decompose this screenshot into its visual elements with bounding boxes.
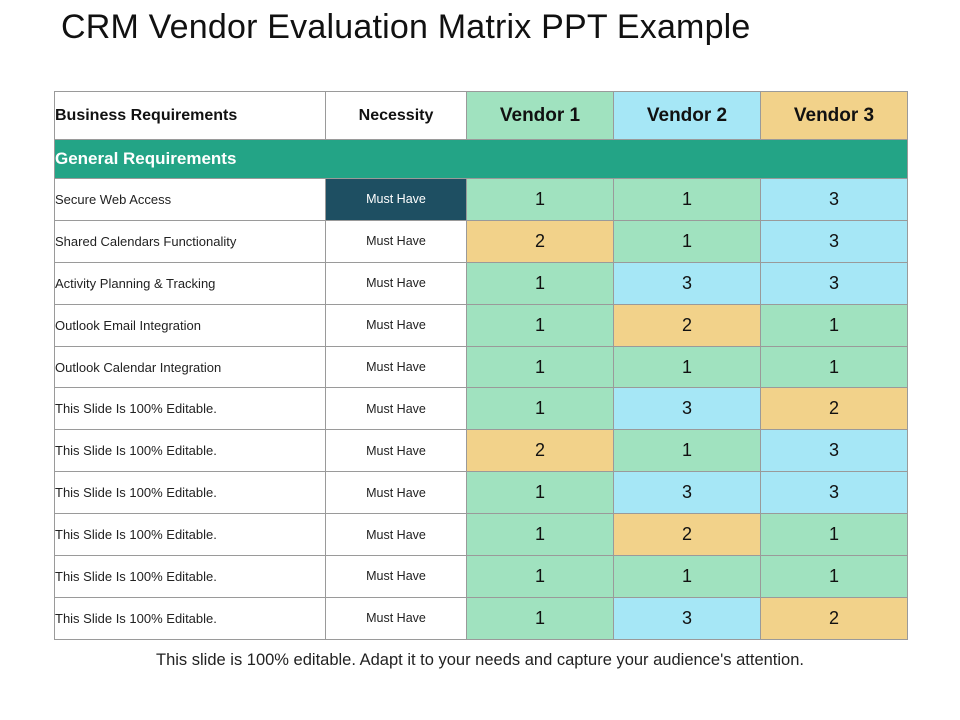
- vendor-evaluation-table: Business Requirements Necessity Vendor 1…: [54, 91, 908, 640]
- vendor-1-score: 1: [466, 261, 614, 305]
- necessity-cell: Must Have: [325, 387, 467, 431]
- header-necessity: Necessity: [325, 91, 467, 140]
- requirement-cell: This Slide Is 100% Editable.: [54, 513, 326, 557]
- necessity-cell: Must Have: [325, 303, 467, 347]
- requirement-cell: Activity Planning & Tracking: [54, 261, 326, 305]
- vendor-3-score: 3: [760, 219, 908, 263]
- table-row: Shared Calendars Functionality Must Have 2…: [54, 219, 908, 263]
- vendor-3-score: 1: [760, 555, 908, 598]
- vendor-3-score: 1: [760, 345, 908, 389]
- table-row: This Slide Is 100% Editable. Must Have 1 3 2: [54, 387, 908, 431]
- requirement-cell: This Slide Is 100% Editable.: [54, 471, 326, 515]
- table-row: This Slide Is 100% Editable. Must Have 1 3 3: [54, 471, 908, 515]
- vendor-2-score: 1: [613, 345, 761, 389]
- vendor-1-score: 1: [466, 387, 614, 431]
- table-row: Outlook Calendar Integration Must Have 1 1 1: [54, 345, 908, 389]
- header-business-requirements: Business Requirements: [54, 91, 326, 140]
- necessity-cell: Must Have: [325, 596, 467, 640]
- requirement-cell: Shared Calendars Functionality: [54, 219, 326, 263]
- necessity-cell: Must Have: [325, 219, 467, 263]
- requirement-cell: This Slide Is 100% Editable.: [54, 387, 326, 431]
- requirement-cell: Outlook Email Integration: [54, 303, 326, 347]
- necessity-cell: Must Have: [325, 345, 467, 389]
- vendor-2-score: 2: [613, 513, 761, 557]
- table-row: Outlook Email Integration Must Have 1 2 1: [54, 303, 908, 347]
- vendor-3-score: 2: [760, 596, 908, 640]
- vendor-1-score: 1: [466, 471, 614, 515]
- requirement-cell: Secure Web Access: [54, 178, 326, 221]
- slide-title: CRM Vendor Evaluation Matrix PPT Example: [61, 8, 751, 46]
- necessity-cell: Must Have: [325, 513, 467, 557]
- header-vendor-3: Vendor 3: [760, 91, 908, 140]
- vendor-1-score: 1: [466, 303, 614, 347]
- vendor-1-score: 1: [466, 345, 614, 389]
- vendor-2-score: 1: [613, 555, 761, 598]
- vendor-1-score: 1: [466, 555, 614, 598]
- requirement-cell: This Slide Is 100% Editable.: [54, 596, 326, 640]
- vendor-2-score: 1: [613, 219, 761, 263]
- vendor-3-score: 3: [760, 261, 908, 305]
- vendor-1-score: 1: [466, 513, 614, 557]
- vendor-3-score: 3: [760, 429, 908, 473]
- vendor-1-score: 1: [466, 178, 614, 221]
- table-row: This Slide Is 100% Editable. Must Have 1 2 1: [54, 513, 908, 557]
- requirement-cell: This Slide Is 100% Editable.: [54, 555, 326, 598]
- vendor-2-score: 3: [613, 387, 761, 431]
- vendor-3-score: 3: [760, 471, 908, 515]
- vendor-3-score: 3: [760, 178, 908, 221]
- vendor-1-score: 2: [466, 429, 614, 473]
- vendor-3-score: 2: [760, 387, 908, 431]
- table-row: This Slide Is 100% Editable. Must Have 1 1 1: [54, 555, 908, 598]
- necessity-cell: Must Have: [325, 178, 467, 221]
- vendor-2-score: 2: [613, 303, 761, 347]
- vendor-2-score: 3: [613, 261, 761, 305]
- vendor-1-score: 1: [466, 596, 614, 640]
- section-row: General Requirements: [54, 139, 908, 179]
- necessity-cell: Must Have: [325, 555, 467, 598]
- table-row: Secure Web Access Must Have 1 1 3: [54, 178, 908, 221]
- vendor-2-score: 3: [613, 596, 761, 640]
- vendor-3-score: 1: [760, 513, 908, 557]
- requirement-cell: This Slide Is 100% Editable.: [54, 429, 326, 473]
- necessity-cell: Must Have: [325, 261, 467, 305]
- table-row: Activity Planning & Tracking Must Have 1 3 3: [54, 261, 908, 305]
- header-vendor-2: Vendor 2: [613, 91, 761, 140]
- section-general-requirements: General Requirements: [54, 139, 908, 179]
- necessity-cell: Must Have: [325, 429, 467, 473]
- header-vendor-1: Vendor 1: [466, 91, 614, 140]
- table-row: This Slide Is 100% Editable. Must Have 2 1 3: [54, 429, 908, 473]
- vendor-1-score: 2: [466, 219, 614, 263]
- necessity-cell: Must Have: [325, 471, 467, 515]
- table-row: This Slide Is 100% Editable. Must Have 1 3 2: [54, 596, 908, 640]
- footer-note: This slide is 100% editable. Adapt it to…: [156, 651, 804, 669]
- table-header-row: Business Requirements Necessity Vendor 1…: [54, 91, 908, 140]
- vendor-3-score: 1: [760, 303, 908, 347]
- vendor-2-score: 1: [613, 178, 761, 221]
- requirement-cell: Outlook Calendar Integration: [54, 345, 326, 389]
- vendor-2-score: 1: [613, 429, 761, 473]
- vendor-2-score: 3: [613, 471, 761, 515]
